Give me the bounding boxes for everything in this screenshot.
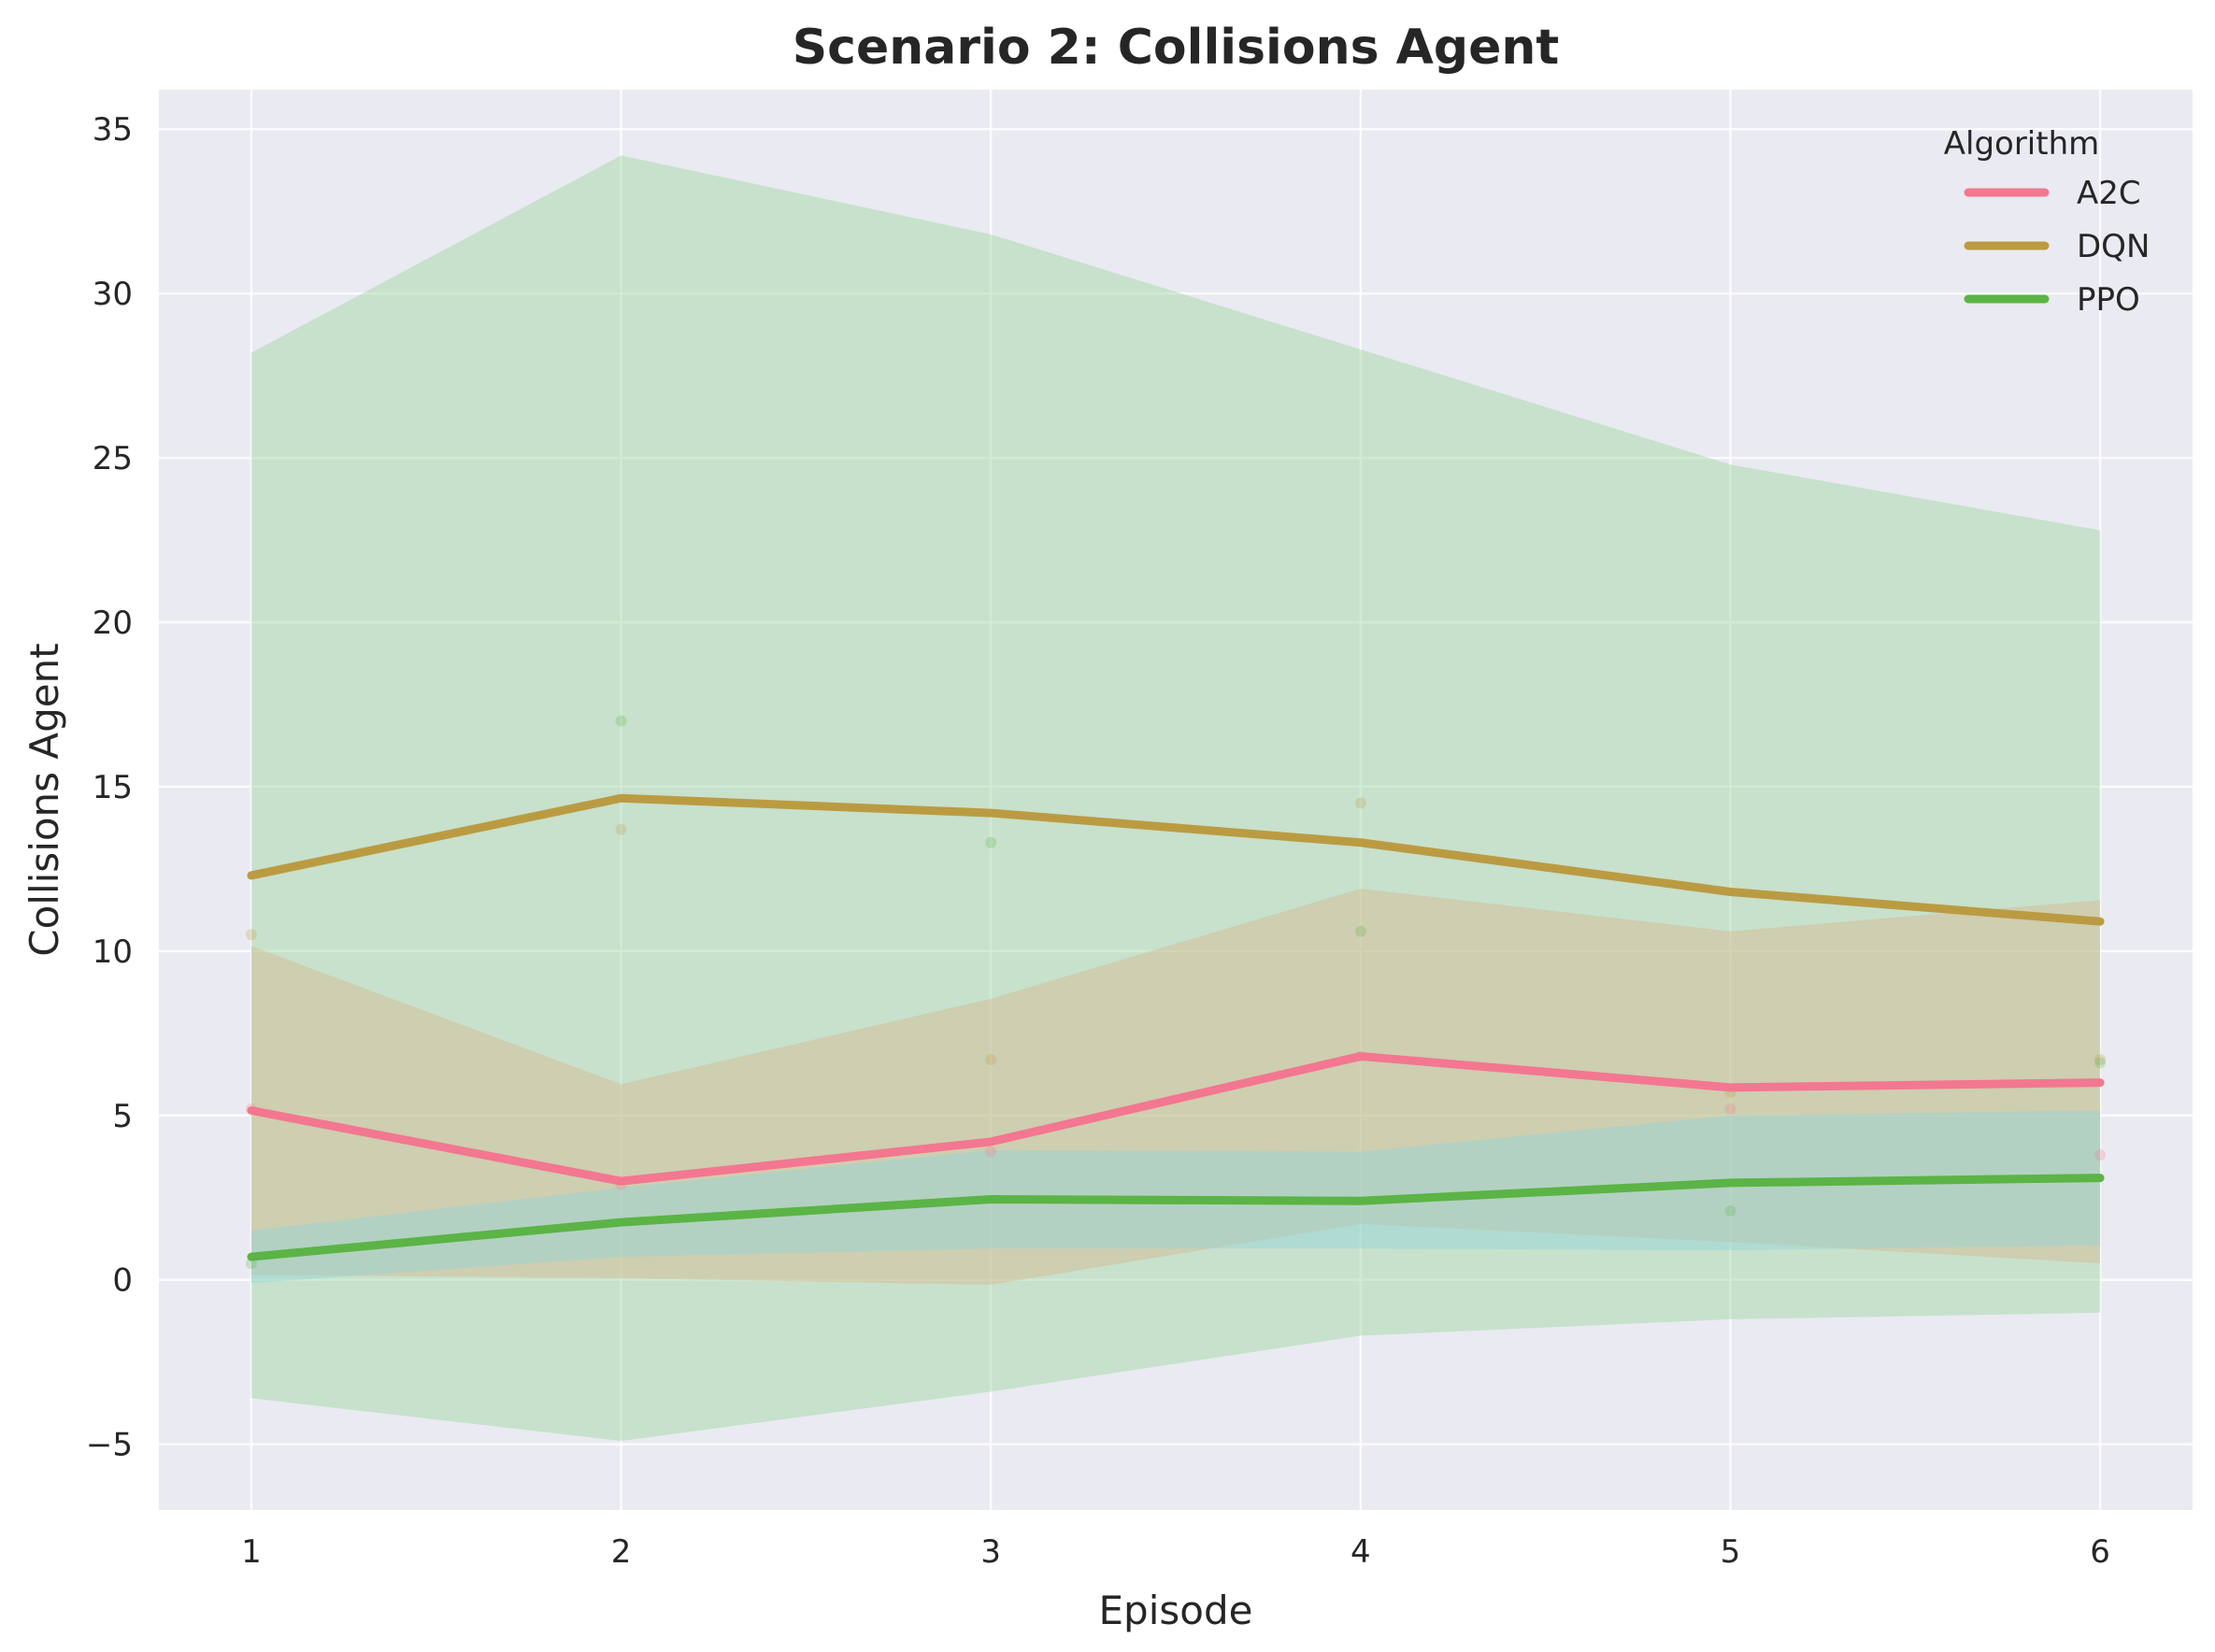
point-dqn xyxy=(2094,1053,2107,1065)
point-dqn xyxy=(245,929,257,941)
x-tick-label: 4 xyxy=(1350,1533,1371,1571)
point-a2c xyxy=(1724,1103,1736,1115)
point-ppo xyxy=(615,715,627,727)
line-a2c xyxy=(247,1051,2105,1186)
y-tick-label: −5 xyxy=(86,1427,133,1464)
point-ppo xyxy=(1354,925,1366,937)
point-ppo xyxy=(985,836,997,848)
band-dqn xyxy=(250,155,2101,1442)
line-ppo xyxy=(247,1174,2105,1261)
point-a2c xyxy=(2094,1149,2107,1161)
point-dqn xyxy=(1354,797,1366,809)
point-ppo xyxy=(1724,1204,1736,1217)
y-tick-label: 0 xyxy=(112,1262,133,1300)
x-tick-label: 3 xyxy=(980,1533,1001,1571)
line-dqn xyxy=(247,793,2105,926)
confidence-bands xyxy=(250,155,2101,1442)
y-tick-label: 20 xyxy=(93,605,133,642)
legend: Algorithm A2C DQN PPO xyxy=(1944,125,2151,319)
y-tick-label: 35 xyxy=(93,111,133,149)
x-tick-label: 2 xyxy=(611,1533,632,1571)
series-lines xyxy=(247,793,2105,1261)
x-tick-label: 5 xyxy=(1721,1533,1741,1571)
point-dqn xyxy=(985,1053,997,1065)
point-a2c xyxy=(985,1146,997,1158)
point-dqn xyxy=(615,823,627,835)
x-tick-labels: 1 2 3 4 5 6 xyxy=(241,1533,2110,1571)
y-tick-label: 5 xyxy=(112,1098,133,1135)
x-tick-label: 1 xyxy=(241,1533,262,1571)
legend-title: Algorithm xyxy=(1944,125,2100,163)
y-tick-label: 10 xyxy=(93,933,133,971)
x-axis-label: Episode xyxy=(1099,1588,1253,1633)
y-axis-label: Collisions Agent xyxy=(21,643,67,956)
y-tick-labels: −5 0 5 10 15 20 25 30 35 xyxy=(86,111,133,1463)
y-tick-label: 30 xyxy=(93,276,133,313)
legend-label-a2c: A2C xyxy=(2077,175,2141,212)
legend-label-ppo: PPO xyxy=(2077,281,2140,319)
x-tick-label: 6 xyxy=(2090,1533,2110,1571)
plot-background xyxy=(159,90,2193,1510)
point-ppo xyxy=(2094,1057,2107,1069)
y-tick-label: 25 xyxy=(93,440,133,477)
legend-entries: A2C DQN PPO xyxy=(1964,175,2150,319)
legend-label-dqn: DQN xyxy=(2077,228,2150,265)
chart-title: Scenario 2: Collisions Agent xyxy=(793,20,1560,76)
grid-lines xyxy=(159,90,2193,1510)
y-tick-label: 15 xyxy=(93,769,133,806)
